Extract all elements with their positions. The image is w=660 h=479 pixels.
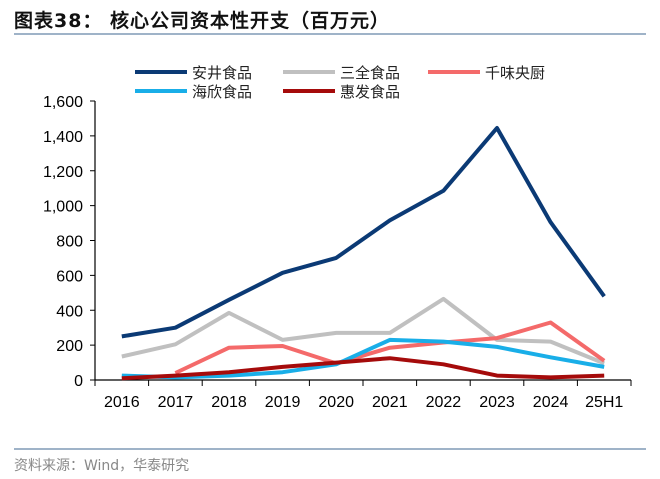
x-tick-label: 25H1 [585,394,623,411]
legend-label: 三全食品 [340,64,400,82]
y-tick-label: 1,000 [43,199,83,216]
x-tick-label: 2023 [479,394,515,411]
y-tick-label: 0 [74,373,83,390]
y-tick-label: 1,600 [43,94,83,111]
legend-label: 安井食品 [192,64,252,82]
x-tick-label: 2017 [158,394,194,411]
y-tick-label: 800 [56,234,83,251]
source-divider [14,448,646,450]
x-tick-label: 2016 [104,394,140,411]
y-tick-label: 600 [56,268,83,285]
source-note: 资料来源：Wind，华泰研究 [14,458,190,474]
figure-title: 图表38： 核心公司资本性开支（百万元） [14,10,391,32]
series-line-4 [121,356,605,381]
title-divider [14,33,646,35]
line-chart: 0 200 400 600 800 1,000 1,200 1,400 1,600 2016 201… [43,64,632,411]
x-tick-label: 2021 [372,394,408,411]
legend-label: 惠发食品 [340,83,400,101]
x-tick-label: 2019 [265,394,301,411]
y-tick-label: 400 [56,303,83,320]
y-tick-label: 1,400 [43,129,83,146]
series-line-1 [121,296,605,366]
legend-label: 海欣食品 [192,83,252,101]
x-tick-label: 2020 [318,394,354,411]
series-line-3 [121,337,605,380]
x-tick-label: 2022 [426,394,462,411]
x-tick-label: 2024 [533,394,569,411]
y-tick-label: 200 [56,338,83,355]
series-line-0 [121,126,606,339]
x-tick-label: 2018 [211,394,247,411]
y-tick-label: 1,200 [43,164,83,181]
legend-label: 千味央厨 [485,64,545,82]
